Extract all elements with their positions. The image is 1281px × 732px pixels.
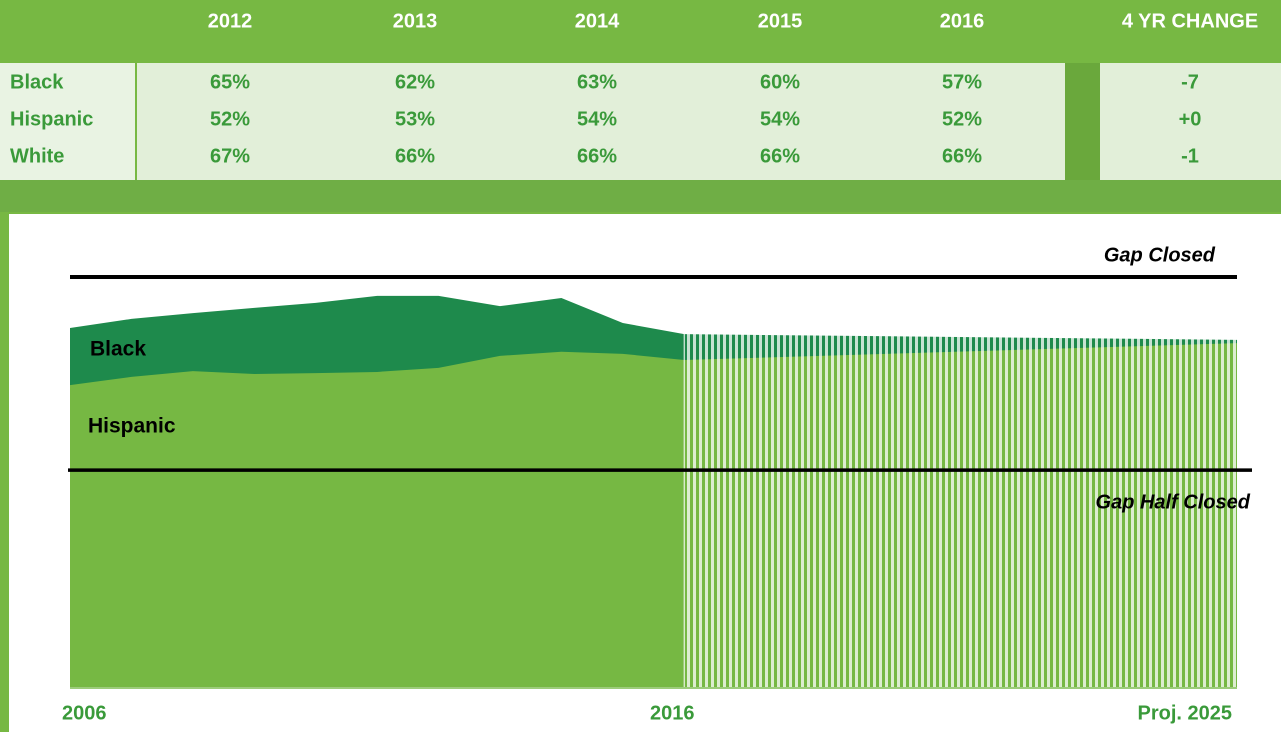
table-cell: 54% (760, 108, 800, 130)
table-cell: 66% (942, 145, 982, 167)
table-cell: 65% (210, 71, 250, 93)
table-cell: 62% (395, 71, 435, 93)
series-label: Hispanic (88, 415, 176, 438)
x-tick-label: Proj. 2025 (1137, 702, 1232, 724)
table-cell: 66% (760, 145, 800, 167)
table-cell: -1 (1181, 145, 1199, 167)
column-header: 2015 (758, 10, 803, 32)
table-cell: 53% (395, 108, 435, 130)
change-cells-bg (1100, 63, 1281, 180)
data-cells-bg (137, 63, 1065, 180)
separator-band (0, 180, 1281, 212)
table-cell: 63% (577, 71, 617, 93)
table-cell: 52% (210, 108, 250, 130)
table-cell: +0 (1179, 108, 1202, 130)
row-label: Black (10, 71, 64, 93)
table-cell: 57% (942, 71, 982, 93)
x-tick-label: 2006 (62, 702, 107, 724)
column-header: 2012 (208, 10, 253, 32)
column-header: 4 YR CHANGE (1122, 10, 1258, 32)
table-cell: 54% (577, 108, 617, 130)
series-label: Black (90, 338, 146, 361)
row-label-bg (0, 63, 135, 180)
table-cell: 60% (760, 71, 800, 93)
table-cell: -7 (1181, 71, 1199, 93)
column-header: 2016 (940, 10, 985, 32)
column-header: 2013 (393, 10, 438, 32)
table-cell: 66% (577, 145, 617, 167)
gap-column (1065, 63, 1100, 180)
x-tick-label: 2016 (650, 702, 695, 724)
row-label: White (10, 145, 64, 167)
row-label: Hispanic (10, 108, 93, 130)
reference-label: Gap Half Closed (1096, 491, 1251, 513)
reference-label: Gap Closed (1104, 244, 1216, 266)
table-cell: 67% (210, 145, 250, 167)
table-cell: 52% (942, 108, 982, 130)
column-header: 2014 (575, 10, 620, 32)
projection-hatch (684, 277, 1237, 688)
table-cell: 66% (395, 145, 435, 167)
